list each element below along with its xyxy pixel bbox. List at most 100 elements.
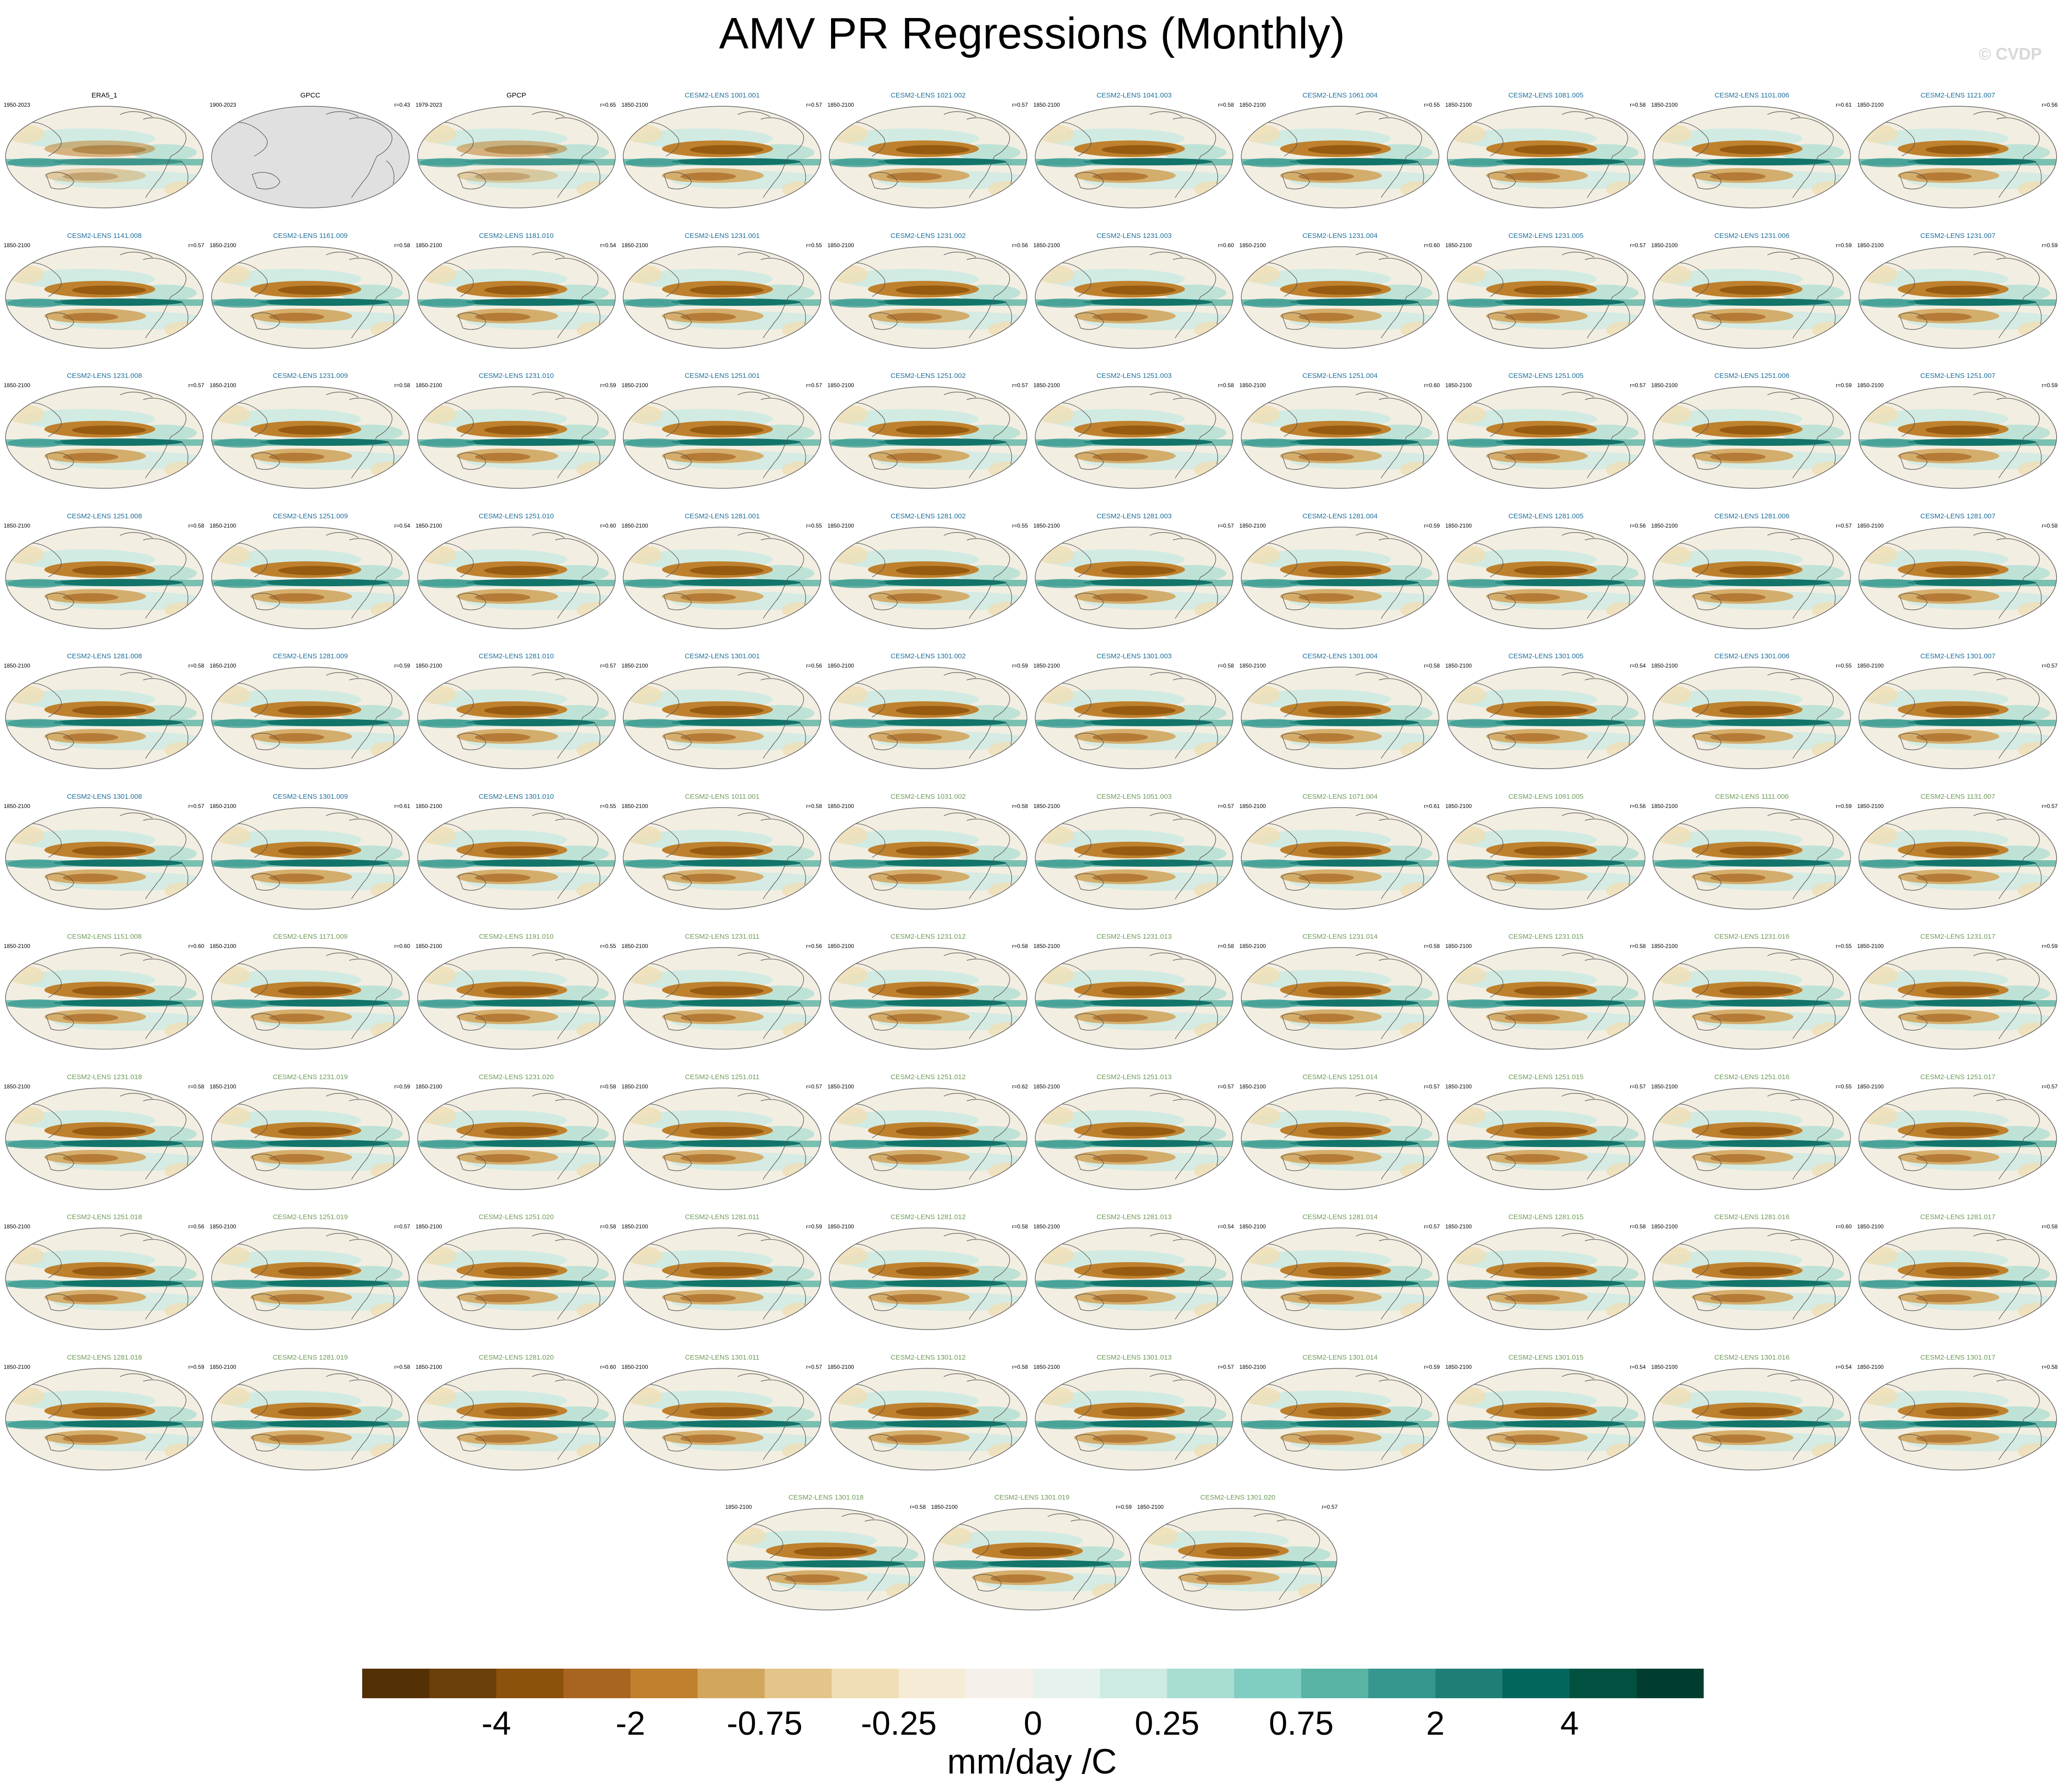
panel-years: 1850-2100 xyxy=(1033,943,1060,949)
panel-pattern-correlation: r=0.56 xyxy=(188,1223,204,1230)
panel-title: CESM2-LENS 1231.015 xyxy=(1508,933,1584,941)
panel-years: 1850-2100 xyxy=(1239,382,1266,389)
regression-map xyxy=(1446,1087,1645,1190)
map-panels-grid: ERA5_1 1950-2023 GPCC 1900-2023 r=0.43 GPCP 19… xyxy=(3,91,2058,1610)
map-panel: CESM2-LENS 1281.018 1850-2100 r=0.59 xyxy=(3,1354,206,1492)
panel-years: 1850-2100 xyxy=(415,382,442,389)
map-panel: CESM2-LENS 1251.020 1850-2100 r=0.58 xyxy=(415,1213,618,1352)
regression-map xyxy=(1035,246,1233,349)
panel-title: CESM2-LENS 1231.011 xyxy=(685,933,760,941)
panel-title: CESM2-LENS 1281.004 xyxy=(1302,512,1378,520)
panel-title: CESM2-LENS 1161.009 xyxy=(273,231,348,240)
map-panel: CESM2-LENS 1301.008 1850-2100 r=0.57 xyxy=(3,793,206,931)
map-panel: CESM2-LENS 1301.003 1850-2100 r=0.58 xyxy=(1032,652,1236,791)
regression-map xyxy=(211,1227,410,1330)
map-panel: CESM2-LENS 1231.015 1850-2100 r=0.58 xyxy=(1445,933,1648,1071)
map-panel: CESM2-LENS 1091.005 1850-2100 r=0.56 xyxy=(1445,793,1648,931)
panel-pattern-correlation: r=0.54 xyxy=(394,522,410,529)
map-panel: CESM2-LENS 1231.014 1850-2100 r=0.58 xyxy=(1238,933,1442,1071)
colorbar-tick-label: -4 xyxy=(481,1705,511,1742)
panel-pattern-correlation: r=0.57 xyxy=(1630,1083,1646,1090)
regression-map xyxy=(1138,1508,1337,1610)
map-panel: CESM2-LENS 1231.008 1850-2100 r=0.57 xyxy=(3,372,206,510)
panel-pattern-correlation: r=0.56 xyxy=(806,662,822,669)
regression-map xyxy=(1241,1227,1439,1330)
panel-title: CESM2-LENS 1301.017 xyxy=(1920,1353,1996,1361)
panel-pattern-correlation: r=0.54 xyxy=(600,242,616,249)
panel-years: 1850-2100 xyxy=(621,382,648,389)
colorbar-swatch xyxy=(1167,1669,1235,1698)
panel-pattern-correlation: r=0.61 xyxy=(1424,802,1440,809)
panel-title: CESM2-LENS 1301.009 xyxy=(273,792,348,801)
panel-title: CESM2-LENS 1301.019 xyxy=(994,1494,1070,1501)
colorbar-swatch xyxy=(1234,1669,1302,1698)
panel-title: CESM2-LENS 1071.004 xyxy=(1302,792,1378,801)
panel-title: GPCP xyxy=(506,91,526,99)
panel-pattern-correlation: r=0.60 xyxy=(1218,242,1234,249)
map-panel: CESM2-LENS 1301.004 1850-2100 r=0.58 xyxy=(1238,652,1442,791)
regression-map xyxy=(417,1227,616,1330)
map-panel: CESM2-LENS 1301.014 1850-2100 r=0.59 xyxy=(1238,1354,1442,1492)
map-panel: CESM2-LENS 1251.003 1850-2100 r=0.58 xyxy=(1032,372,1236,510)
colorbar-swatch xyxy=(965,1669,1033,1698)
regression-map xyxy=(1652,106,1852,208)
panel-years: 1850-2100 xyxy=(4,242,30,249)
colorbar-swatch xyxy=(1368,1669,1436,1698)
panel-pattern-correlation: r=0.57 xyxy=(806,382,822,389)
regression-map xyxy=(417,667,616,769)
colorbar-units-label: mm/day /C xyxy=(947,1742,1117,1781)
regression-map xyxy=(1652,1227,1852,1330)
panel-title: CESM2-LENS 1021.002 xyxy=(890,91,966,99)
panel-title: CESM2-LENS 1281.017 xyxy=(1920,1213,1996,1221)
panel-years: 1850-2100 xyxy=(1033,522,1060,529)
map-panel: CESM2-LENS 1281.006 1850-2100 r=0.57 xyxy=(1650,512,1853,651)
panel-pattern-correlation: r=0.57 xyxy=(806,102,822,108)
map-panel: CESM2-LENS 1251.010 1850-2100 r=0.60 xyxy=(415,512,618,651)
panel-pattern-correlation: r=0.58 xyxy=(910,1504,926,1510)
regression-map xyxy=(5,1087,204,1190)
panel-title: CESM2-LENS 1281.013 xyxy=(1096,1213,1172,1221)
panel-pattern-correlation: r=0.58 xyxy=(2041,522,2058,529)
panel-title: CESM2-LENS 1251.012 xyxy=(890,1073,966,1081)
panel-years: 1850-2100 xyxy=(1239,522,1266,529)
panel-years: 1850-2100 xyxy=(209,802,237,809)
panel-title: CESM2-LENS 1191.010 xyxy=(479,933,554,941)
panel-years: 1850-2100 xyxy=(4,382,30,389)
panel-years: 1850-2100 xyxy=(1445,242,1472,249)
colorbar-swatch xyxy=(1435,1669,1503,1698)
panel-title: CESM2-LENS 1301.015 xyxy=(1508,1353,1584,1361)
panel-years: 1850-2100 xyxy=(1445,943,1472,949)
regression-map xyxy=(5,526,204,629)
panel-pattern-correlation: r=0.59 xyxy=(1836,242,1852,249)
panel-pattern-correlation: r=0.57 xyxy=(1322,1504,1338,1510)
panel-years: 1850-2100 xyxy=(415,1363,442,1370)
panel-pattern-correlation: r=0.58 xyxy=(188,522,204,529)
panel-years: 1850-2100 xyxy=(1445,102,1472,108)
regression-map xyxy=(417,1087,616,1190)
map-panel: CESM2-LENS 1251.012 1850-2100 r=0.62 xyxy=(826,1073,1030,1212)
panel-pattern-correlation: r=0.58 xyxy=(394,382,410,389)
regression-map xyxy=(1035,947,1233,1050)
regression-map xyxy=(1241,246,1439,349)
panel-pattern-correlation: r=0.59 xyxy=(2041,943,2058,949)
map-panel: CESM2-LENS 1011.001 1850-2100 r=0.58 xyxy=(620,793,824,931)
panel-title: CESM2-LENS 1301.004 xyxy=(1302,652,1378,660)
regression-map xyxy=(1035,526,1233,629)
panel-years: 1850-2100 xyxy=(1857,802,1884,809)
panel-pattern-correlation: r=0.58 xyxy=(1012,1223,1028,1230)
map-panel: CESM2-LENS 1301.005 1850-2100 r=0.54 xyxy=(1445,652,1648,791)
panel-pattern-correlation: r=0.54 xyxy=(1630,662,1646,669)
map-panel: CESM2-LENS 1231.013 1850-2100 r=0.58 xyxy=(1032,933,1236,1071)
panel-years: 1850-2100 xyxy=(827,943,854,949)
map-panel: CESM2-LENS 1301.013 1850-2100 r=0.57 xyxy=(1032,1354,1236,1492)
panel-title: CESM2-LENS 1081.005 xyxy=(1508,91,1584,99)
map-panel: CESM2-LENS 1021.002 1850-2100 r=0.57 xyxy=(826,91,1030,230)
panel-title: CESM2-LENS 1301.011 xyxy=(685,1353,760,1361)
panel-title: CESM2-LENS 1251.008 xyxy=(67,512,142,520)
colorbar-swatch xyxy=(832,1669,899,1698)
regression-map xyxy=(623,947,822,1050)
panel-title: CESM2-LENS 1251.013 xyxy=(1096,1073,1172,1081)
map-panel: CESM2-LENS 1231.018 1850-2100 r=0.58 xyxy=(3,1073,206,1212)
regression-map xyxy=(211,246,410,349)
map-panel: CESM2-LENS 1281.001 1850-2100 r=0.55 xyxy=(620,512,824,651)
